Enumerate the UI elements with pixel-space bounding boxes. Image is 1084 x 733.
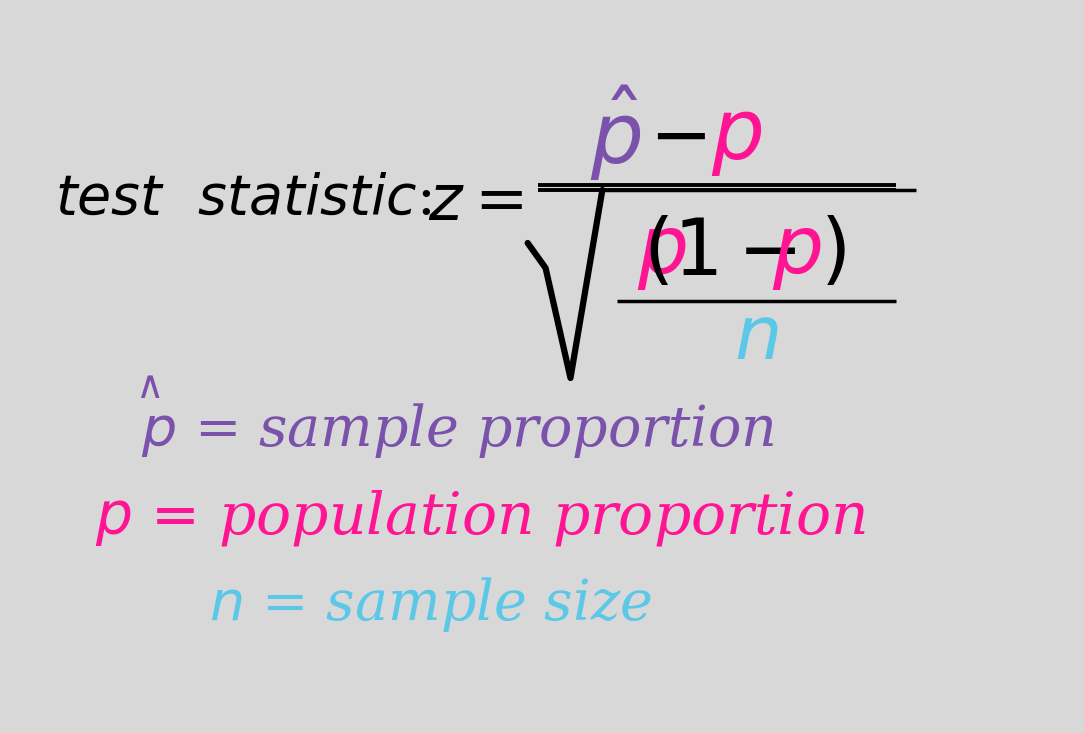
Text: $(1-$: $(1-$ <box>643 215 797 291</box>
Text: $p$: $p$ <box>772 214 822 292</box>
Text: $\it{p}$ = population proportion: $\it{p}$ = population proportion <box>94 488 866 548</box>
Text: $n$: $n$ <box>735 302 779 375</box>
Text: $\it{test\ \ statistic}$:: $\it{test\ \ statistic}$: <box>55 171 430 225</box>
Text: $\it{n}$ = sample size: $\it{n}$ = sample size <box>209 575 651 635</box>
Text: $\wedge$: $\wedge$ <box>134 369 160 407</box>
Text: $)$: $)$ <box>820 215 846 291</box>
Text: $p$: $p$ <box>711 98 762 178</box>
Text: $-$: $-$ <box>648 101 706 174</box>
Text: $\hat{p}$: $\hat{p}$ <box>590 83 641 183</box>
Text: $z =$: $z =$ <box>428 172 522 234</box>
Text: $p$: $p$ <box>637 214 687 292</box>
Text: $\it{p}$ = sample proportion: $\it{p}$ = sample proportion <box>141 400 775 460</box>
